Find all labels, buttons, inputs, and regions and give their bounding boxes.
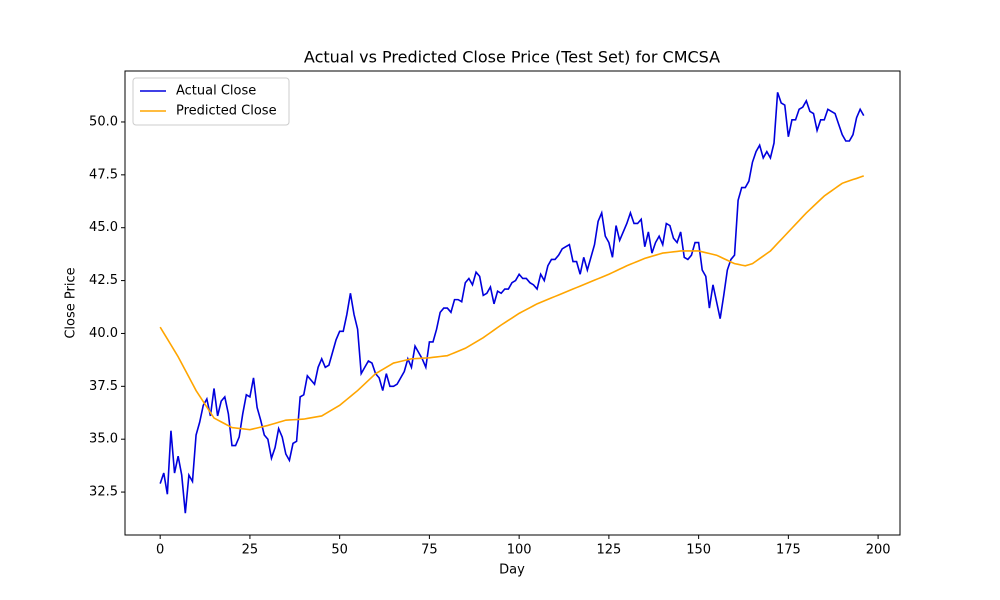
x-tick-label: 100 xyxy=(507,543,532,558)
legend-label: Predicted Close xyxy=(176,104,277,119)
x-tick-label: 175 xyxy=(776,543,801,558)
chart-title: Actual vs Predicted Close Price (Test Se… xyxy=(304,48,720,67)
x-tick-label: 25 xyxy=(242,543,259,558)
legend-box xyxy=(132,77,290,126)
series-line xyxy=(159,92,865,514)
x-tick-label: 0 xyxy=(156,543,164,558)
x-axis-label: Day xyxy=(499,563,525,578)
y-tick-label: 37.5 xyxy=(89,379,118,394)
y-tick-label: 32.5 xyxy=(89,485,118,500)
series-line xyxy=(159,175,865,431)
plot-frame xyxy=(124,70,901,536)
y-axis-label: Close Price xyxy=(64,267,79,338)
y-tick-label: 45.0 xyxy=(89,220,118,235)
y-tick-label: 47.5 xyxy=(89,167,118,182)
y-tick-label: 42.5 xyxy=(89,273,118,288)
x-tick-label: 200 xyxy=(866,543,891,558)
y-tick-label: 35.0 xyxy=(89,432,118,447)
x-tick-label: 150 xyxy=(686,543,711,558)
x-tick-label: 125 xyxy=(596,543,621,558)
x-tick-label: 75 xyxy=(421,543,438,558)
y-tick-label: 40.0 xyxy=(89,326,118,341)
x-tick-label: 50 xyxy=(331,543,348,558)
y-tick-label: 50.0 xyxy=(89,114,118,129)
legend-label: Actual Close xyxy=(176,84,256,99)
